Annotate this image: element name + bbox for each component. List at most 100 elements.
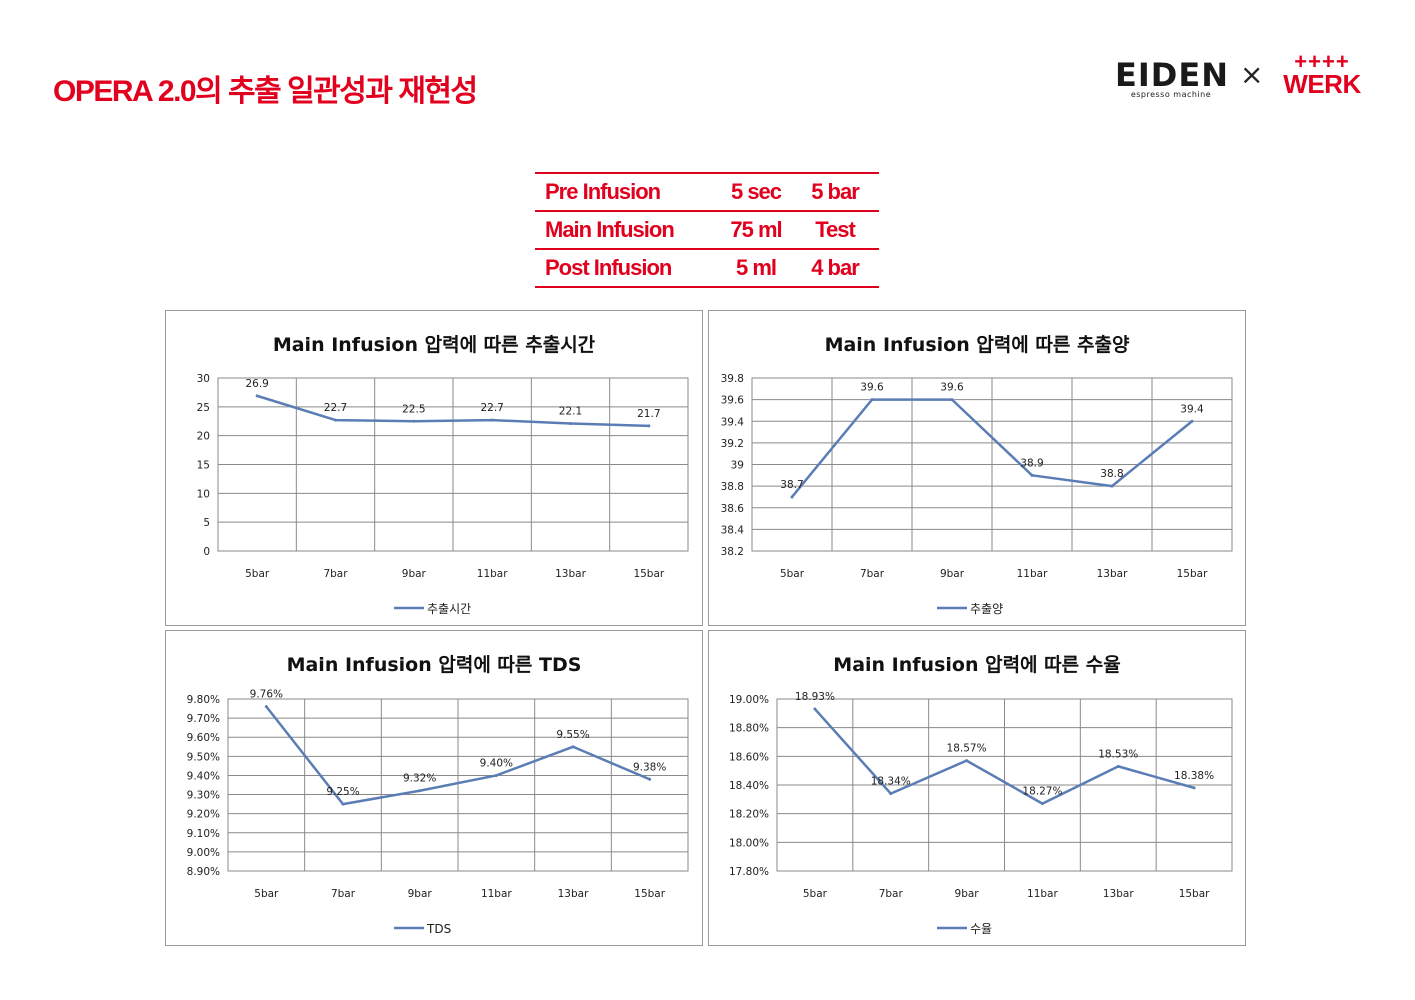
data-label: 9.32% — [403, 773, 436, 785]
data-point — [1116, 764, 1120, 768]
y-tick-label: 9.50% — [187, 751, 220, 763]
data-point — [490, 418, 494, 422]
data-label: 9.40% — [480, 757, 513, 769]
werk-logo: ++++ WERK — [1280, 49, 1364, 99]
y-tick-label: 38.6 — [721, 503, 745, 515]
x-tick-label: 5bar — [803, 888, 828, 900]
y-tick-label: 38.8 — [721, 481, 744, 493]
chart-title: Main Infusion 압력에 따른 추출시간 — [273, 334, 596, 356]
y-tick-label: 9.00% — [187, 847, 220, 859]
table-row: Pre Infusion 5 sec 5 bar — [535, 173, 879, 211]
chart-tds: Main Infusion 압력에 따른 TDS 8.90% 9.00% 9.10% 9… — [187, 654, 689, 936]
x-tick-label: 15bar — [633, 568, 664, 580]
infusion-parameter-table: Pre Infusion 5 sec 5 bar Main Infusion 7… — [535, 172, 879, 288]
y-tick-label: 39.8 — [721, 373, 744, 385]
data-point — [341, 802, 345, 806]
data-label: 9.25% — [326, 786, 359, 798]
x-tick-label: 9bar — [402, 568, 427, 580]
data-label: 22.7 — [480, 402, 503, 414]
param-setting: 5 bar — [811, 179, 860, 204]
x-tick-label: 5bar — [245, 568, 270, 580]
data-point — [889, 792, 893, 796]
y-tick-label: 38.4 — [721, 524, 745, 536]
y-tick-label: 18.60% — [729, 751, 769, 763]
eiden-logo-word: EIDEN — [1115, 56, 1229, 94]
y-tick-label: 9.20% — [187, 809, 220, 821]
series-line — [791, 398, 1193, 498]
data-label: 9.55% — [556, 729, 589, 741]
chart-panel-extraction-volume: Main Infusion 압력에 따른 추출양 38.2 38.4 38.6 38.8… — [708, 310, 1246, 626]
chart-yield: Main Infusion 압력에 따른 수율 17.80% 18.00% 18.20… — [729, 654, 1233, 936]
x-tick-label: 7bar — [860, 568, 885, 580]
werk-logo-plus: ++++ — [1294, 49, 1350, 74]
y-tick-label: 17.80% — [729, 866, 769, 878]
data-point — [790, 495, 794, 499]
x-tick-label: 11bar — [477, 568, 508, 580]
y-tick-label: 5 — [203, 517, 210, 529]
y-tick-label: 18.80% — [729, 723, 769, 735]
data-label: 9.76% — [250, 689, 283, 701]
data-label: 18.34% — [871, 776, 911, 788]
y-tick-label: 39.6 — [721, 395, 745, 407]
y-tick-label: 10 — [197, 488, 210, 500]
y-tick-label: 9.40% — [187, 770, 220, 782]
data-point — [1192, 786, 1196, 790]
data-label: 21.7 — [637, 408, 660, 420]
data-point — [412, 419, 416, 423]
series-line — [265, 705, 651, 806]
x-tick-label: 9bar — [940, 568, 965, 580]
data-point — [1040, 802, 1044, 806]
data-point — [569, 422, 572, 426]
eiden-logo: EIDEN espresso machine — [1115, 56, 1229, 99]
x-tick-label: 5bar — [780, 568, 805, 580]
werk-logo-word: WERK — [1283, 69, 1361, 99]
data-label: 38.8 — [1100, 468, 1123, 480]
param-name: Post Infusion — [545, 255, 672, 280]
y-tick-label: 0 — [203, 546, 210, 558]
legend-label: 추출시간 — [427, 602, 471, 616]
chart-title: Main Infusion 압력에 따른 추출양 — [825, 334, 1130, 356]
y-tick-label: 8.90% — [187, 866, 220, 878]
chart-title: Main Infusion 압력에 따른 수율 — [833, 654, 1120, 676]
param-name: Pre Infusion — [545, 179, 661, 204]
param-setting: 4 bar — [811, 255, 860, 280]
data-point — [648, 777, 652, 781]
y-tick-label: 9.80% — [187, 694, 220, 706]
chart-extraction-time: Main Infusion 압력에 따른 추출시간 0 5 10 15 20 25 30 5ba… — [197, 334, 689, 616]
param-setting: Test — [815, 217, 856, 242]
y-tick-label: 38.2 — [721, 546, 744, 558]
y-tick-label: 39.2 — [721, 438, 744, 450]
chart-panel-tds: Main Infusion 압력에 따른 TDS 8.90% 9.00% 9.10% 9… — [165, 630, 703, 946]
legend-label: TDS — [426, 922, 451, 936]
param-value: 5 ml — [735, 255, 777, 280]
series-line — [813, 708, 1195, 805]
data-label: 38.9 — [1020, 457, 1043, 469]
data-point — [965, 759, 969, 763]
x-tick-label: 11bar — [1017, 568, 1048, 580]
x-tick-label: 13bar — [1097, 568, 1128, 580]
y-tick-label: 18.40% — [729, 780, 769, 792]
data-label: 39.6 — [940, 382, 964, 394]
x-tick-label: 11bar — [1027, 888, 1058, 900]
chart-panel-yield: Main Infusion 압력에 따른 수율 17.80% 18.00% 18.20… — [708, 630, 1246, 946]
x-tick-label: 9bar — [408, 888, 433, 900]
data-point — [264, 705, 268, 709]
y-tick-label: 15 — [197, 460, 210, 472]
data-label: 39.4 — [1180, 403, 1204, 415]
y-tick-label: 19.00% — [729, 694, 769, 706]
param-name: Main Infusion — [545, 217, 675, 242]
table-row: Post Infusion 5 ml 4 bar — [535, 249, 879, 287]
y-tick-label: 9.60% — [187, 732, 220, 744]
y-tick-label: 9.30% — [187, 790, 220, 802]
y-tick-label: 9.70% — [187, 713, 220, 725]
x-tick-label: 9bar — [955, 888, 980, 900]
data-point — [494, 773, 498, 777]
data-point — [571, 745, 575, 749]
y-tick-label: 25 — [197, 402, 210, 414]
x-tick-label: 5bar — [254, 888, 279, 900]
data-point — [647, 424, 651, 428]
data-point — [1110, 484, 1114, 488]
y-tick-label: 18.00% — [729, 837, 769, 849]
data-point — [950, 398, 954, 402]
y-tick-label: 39 — [731, 460, 744, 472]
